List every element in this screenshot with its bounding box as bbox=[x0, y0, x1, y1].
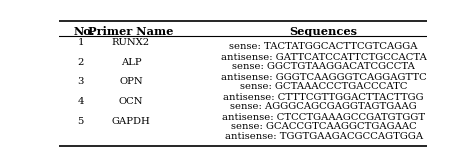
Text: OPN: OPN bbox=[119, 77, 143, 86]
Text: 2: 2 bbox=[78, 58, 84, 67]
Text: Primer Name: Primer Name bbox=[88, 26, 173, 37]
Text: antisense: TGGTGAAGACGCCAGTGGA: antisense: TGGTGAAGACGCCAGTGGA bbox=[225, 132, 423, 141]
Text: No.: No. bbox=[74, 26, 95, 37]
Text: GAPDH: GAPDH bbox=[111, 117, 150, 126]
Text: OCN: OCN bbox=[118, 97, 143, 106]
Text: sense: GGCTGTAAGGACATCGCCTA: sense: GGCTGTAAGGACATCGCCTA bbox=[232, 62, 415, 71]
Text: antisense: CTTTCGTTGGACTTACTTGG: antisense: CTTTCGTTGGACTTACTTGG bbox=[223, 93, 424, 102]
Text: sense: AGGGCAGCGAGGTAGTGAAG: sense: AGGGCAGCGAGGTAGTGAAG bbox=[230, 102, 417, 111]
Text: RUNX2: RUNX2 bbox=[112, 38, 150, 47]
Text: ALP: ALP bbox=[120, 58, 141, 67]
Text: sense: TACTATGGCACTTCGTCAGGA: sense: TACTATGGCACTTCGTCAGGA bbox=[229, 42, 418, 51]
Text: 1: 1 bbox=[78, 38, 84, 47]
Text: sense: GCACCGTCAAGGCTGAGAAC: sense: GCACCGTCAAGGCTGAGAAC bbox=[231, 122, 417, 130]
Text: 3: 3 bbox=[78, 77, 84, 86]
Text: Sequences: Sequences bbox=[290, 26, 358, 37]
Text: antisense: GATTCATCCATTCTGCCACTA: antisense: GATTCATCCATTCTGCCACTA bbox=[221, 53, 427, 62]
Text: antisense: CTCCTGAAAGCCGATGTGGT: antisense: CTCCTGAAAGCCGATGTGGT bbox=[222, 113, 425, 122]
Text: 5: 5 bbox=[78, 117, 84, 126]
Text: antisense: GGGTCAAGGGTCAGGAGTTC: antisense: GGGTCAAGGGTCAGGAGTTC bbox=[221, 73, 427, 82]
Text: 4: 4 bbox=[78, 97, 84, 106]
Text: sense: GCTAAACCCTGACCCATC: sense: GCTAAACCCTGACCCATC bbox=[240, 82, 408, 91]
